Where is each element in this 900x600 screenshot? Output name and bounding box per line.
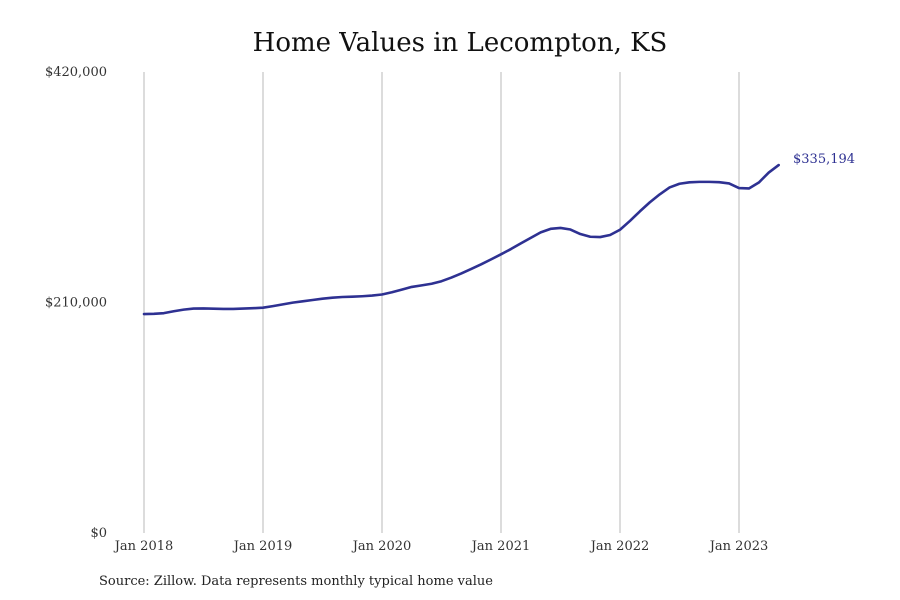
x-tick-label: Jan 2021 (470, 539, 531, 554)
x-axis-tick-labels: Jan 2018 Jan 2019 Jan 2020 Jan 2021 Jan 2022… (113, 539, 769, 554)
source-note: Source: Zillow. Data represents monthly … (99, 574, 493, 589)
x-tick-label: Jan 2020 (351, 539, 412, 554)
home-value-series-line (142, 163, 780, 316)
end-value-label: $335,194 (793, 152, 855, 167)
y-axis-tick-labels: $420,000 $210,000 $0 (45, 65, 107, 541)
x-tick-label: Jan 2023 (708, 539, 769, 554)
y-tick-label: $420,000 (45, 65, 107, 80)
x-gridlines (143, 72, 740, 533)
x-tick-label: Jan 2019 (232, 539, 293, 554)
x-tick-label: Jan 2018 (113, 539, 174, 554)
x-tick-label: Jan 2022 (589, 539, 650, 554)
chart-title: Home Values in Lecompton, KS (253, 28, 668, 58)
y-tick-label: $210,000 (45, 296, 107, 311)
y-tick-label: $0 (90, 526, 107, 541)
